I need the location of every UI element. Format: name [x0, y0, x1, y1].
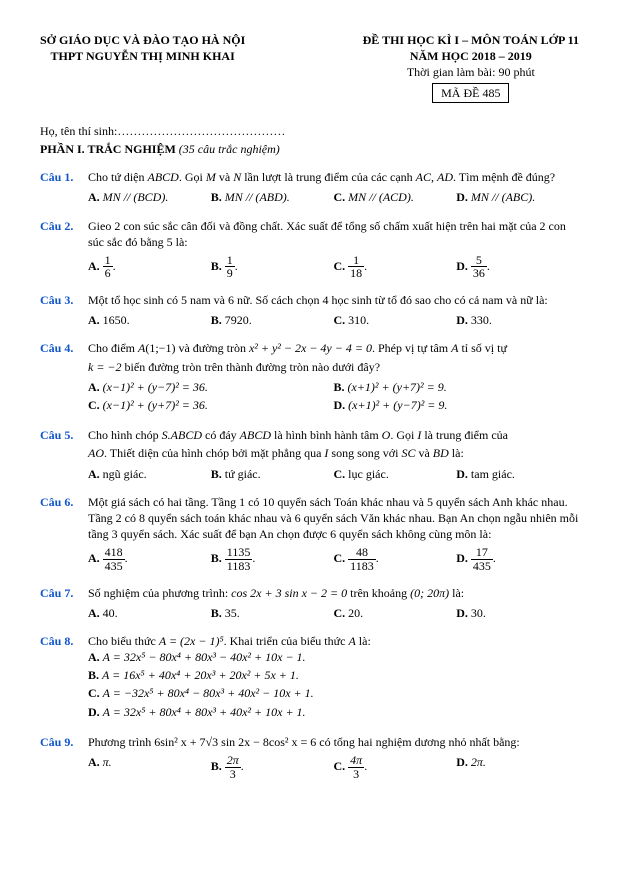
section-title: PHẦN I. TRẮC NGHIỆM (35 câu trắc nghiệm) — [40, 141, 579, 157]
q3-choices: A. 1650. B. 7920. C. 310. D. 330. — [88, 312, 579, 328]
q1-text: Cho tứ diện ABCD. Gọi M và N lần lượt là… — [88, 169, 579, 185]
q3-text: Một tổ học sinh có 5 nam và 6 nữ. Số các… — [88, 292, 579, 308]
q3-choice-a: A. 1650. — [88, 312, 211, 328]
q8-label: Câu 8. — [40, 633, 88, 722]
q4-text2: k = −2 biến đường tròn trên thành đường … — [88, 359, 579, 375]
student-name-line: Họ, tên thí sinh:…………………………………… — [40, 123, 579, 139]
header-left: SỞ GIÁO DỤC VÀ ĐÀO TẠO HÀ NỘI THPT NGUYỄ… — [40, 32, 245, 103]
q8-text: Cho biểu thức A = (2x − 1)⁵. Khai triển … — [88, 633, 579, 649]
q9-label: Câu 9. — [40, 734, 88, 780]
q2-body: Gieo 2 con súc sắc cân đối và đồng chất.… — [88, 218, 579, 281]
q8-choice-d: D. A = 32x⁵ + 80x⁴ + 80x³ + 40x² + 10x +… — [88, 704, 579, 720]
q7-text: Số nghiệm của phương trình: cos 2x + 3 s… — [88, 585, 579, 601]
q1-choice-a: A. MN // (BCD). — [88, 189, 211, 205]
q2-choice-d: D. 536. — [456, 254, 579, 280]
q9-choice-d: D. 2π. — [456, 754, 579, 780]
q6-choice-b: B. 11351183. — [211, 546, 334, 572]
q9-choice-a: A. π. — [88, 754, 211, 780]
q8-choice-b: B. A = 16x⁵ + 40x⁴ + 20x³ + 20x² + 5x + … — [88, 667, 579, 683]
header-row: SỞ GIÁO DỤC VÀ ĐÀO TẠO HÀ NỘI THPT NGUYỄ… — [40, 32, 579, 103]
q8-choice-a: A. A = 32x⁵ − 80x⁴ + 80x³ − 40x² + 10x −… — [88, 649, 579, 665]
q7-body: Số nghiệm của phương trình: cos 2x + 3 s… — [88, 585, 579, 621]
question-5: Câu 5. Cho hình chóp S.ABCD có đáy ABCD … — [40, 427, 579, 482]
q5-choice-b: B. tứ giác. — [211, 466, 334, 482]
q2-choices: A. 16. B. 19. C. 118. D. 536. — [88, 254, 579, 280]
q4-choice-a: A. (x−1)² + (y−7)² = 36. — [88, 379, 334, 395]
question-4: Câu 4. Cho điểm A(1;−1) và đường tròn x²… — [40, 340, 579, 415]
q1-choice-b: B. MN // (ABD). — [211, 189, 334, 205]
school-name: THPT NGUYỄN THỊ MINH KHAI — [40, 48, 245, 64]
q5-body: Cho hình chóp S.ABCD có đáy ABCD là hình… — [88, 427, 579, 482]
q8-choice-c: C. A = −32x⁵ + 80x⁴ − 80x³ + 40x² − 10x … — [88, 685, 579, 701]
q1-choices: A. MN // (BCD). B. MN // (ABD). C. MN //… — [88, 189, 579, 205]
duration: Thời gian làm bài: 90 phút — [363, 64, 579, 80]
q2-choice-b: B. 19. — [211, 254, 334, 280]
edu-dept: SỞ GIÁO DỤC VÀ ĐÀO TẠO HÀ NỘI — [40, 32, 245, 48]
q4-choice-d: D. (x+1)² + (y−7)² = 9. — [334, 397, 580, 413]
exam-page: SỞ GIÁO DỤC VÀ ĐÀO TẠO HÀ NỘI THPT NGUYỄ… — [0, 0, 619, 800]
question-1: Câu 1. Cho tứ diện ABCD. Gọi M và N lần … — [40, 169, 579, 205]
q3-label: Câu 3. — [40, 292, 88, 328]
q7-label: Câu 7. — [40, 585, 88, 621]
q7-choice-d: D. 30. — [456, 605, 579, 621]
question-2: Câu 2. Gieo 2 con súc sắc cân đối và đồn… — [40, 218, 579, 281]
q2-label: Câu 2. — [40, 218, 88, 281]
q4-body: Cho điểm A(1;−1) và đường tròn x² + y² −… — [88, 340, 579, 415]
q5-choices: A. ngũ giác. B. tứ giác. C. lục giác. D.… — [88, 466, 579, 482]
q5-choice-d: D. tam giác. — [456, 466, 579, 482]
q7-choice-c: C. 20. — [334, 605, 457, 621]
q7-choice-b: B. 35. — [211, 605, 334, 621]
q6-choice-d: D. 17435. — [456, 546, 579, 572]
q3-choice-d: D. 330. — [456, 312, 579, 328]
q6-text: Một giá sách có hai tầng. Tầng 1 có 10 q… — [88, 494, 579, 543]
q9-choice-b: B. 2π3. — [211, 754, 334, 780]
q4-label: Câu 4. — [40, 340, 88, 415]
question-7: Câu 7. Số nghiệm của phương trình: cos 2… — [40, 585, 579, 621]
q6-choice-a: A. 418435. — [88, 546, 211, 572]
q2-choice-a: A. 16. — [88, 254, 211, 280]
q4-text1: Cho điểm A(1;−1) và đường tròn x² + y² −… — [88, 340, 579, 356]
q6-choice-c: C. 481183. — [334, 546, 457, 572]
exam-title: ĐỀ THI HỌC KÌ I – MÔN TOÁN LỚP 11 — [363, 32, 579, 48]
q6-label: Câu 6. — [40, 494, 88, 573]
section-label: PHẦN I. TRẮC NGHIỆM — [40, 142, 176, 156]
q4-choice-b: B. (x+1)² + (y+7)² = 9. — [334, 379, 580, 395]
q1-body: Cho tứ diện ABCD. Gọi M và N lần lượt là… — [88, 169, 579, 205]
q5-label: Câu 5. — [40, 427, 88, 482]
q9-choice-c: C. 4π3. — [334, 754, 457, 780]
school-year: NĂM HỌC 2018 – 2019 — [363, 48, 579, 64]
question-6: Câu 6. Một giá sách có hai tầng. Tầng 1 … — [40, 494, 579, 573]
q3-choice-b: B. 7920. — [211, 312, 334, 328]
q9-body: Phương trình 6sin² x + 7√3 sin 2x − 8cos… — [88, 734, 579, 780]
q9-choices: A. π. B. 2π3. C. 4π3. D. 2π. — [88, 754, 579, 780]
q8-choices: A. A = 32x⁵ − 80x⁴ + 80x³ − 40x² + 10x −… — [88, 649, 579, 720]
header-right: ĐỀ THI HỌC KÌ I – MÔN TOÁN LỚP 11 NĂM HỌ… — [363, 32, 579, 103]
q1-choice-d: D. MN // (ABC). — [456, 189, 579, 205]
q6-choices: A. 418435. B. 11351183. C. 481183. D. 17… — [88, 546, 579, 572]
q9-text: Phương trình 6sin² x + 7√3 sin 2x − 8cos… — [88, 734, 579, 750]
question-3: Câu 3. Một tổ học sinh có 5 nam và 6 nữ.… — [40, 292, 579, 328]
q8-body: Cho biểu thức A = (2x − 1)⁵. Khai triển … — [88, 633, 579, 722]
q2-choice-c: C. 118. — [334, 254, 457, 280]
q5-choice-c: C. lục giác. — [334, 466, 457, 482]
exam-code-box: MÃ ĐỀ 485 — [432, 83, 509, 103]
q5-choice-a: A. ngũ giác. — [88, 466, 211, 482]
question-8: Câu 8. Cho biểu thức A = (2x − 1)⁵. Khai… — [40, 633, 579, 722]
section-note: (35 câu trắc nghiệm) — [179, 142, 280, 156]
q6-body: Một giá sách có hai tầng. Tầng 1 có 10 q… — [88, 494, 579, 573]
q4-choices: A. (x−1)² + (y−7)² = 36. B. (x+1)² + (y+… — [88, 379, 579, 415]
q5-text2: AO. Thiết diện của hình chóp bởi mặt phẳ… — [88, 445, 579, 461]
q3-body: Một tổ học sinh có 5 nam và 6 nữ. Số các… — [88, 292, 579, 328]
q1-choice-c: C. MN // (ACD). — [334, 189, 457, 205]
q1-label: Câu 1. — [40, 169, 88, 205]
q7-choice-a: A. 40. — [88, 605, 211, 621]
question-9: Câu 9. Phương trình 6sin² x + 7√3 sin 2x… — [40, 734, 579, 780]
q7-choices: A. 40. B. 35. C. 20. D. 30. — [88, 605, 579, 621]
q5-text1: Cho hình chóp S.ABCD có đáy ABCD là hình… — [88, 427, 579, 443]
q2-text: Gieo 2 con súc sắc cân đối và đồng chất.… — [88, 218, 579, 250]
q4-choice-c: C. (x−1)² + (y+7)² = 36. — [88, 397, 334, 413]
q3-choice-c: C. 310. — [334, 312, 457, 328]
